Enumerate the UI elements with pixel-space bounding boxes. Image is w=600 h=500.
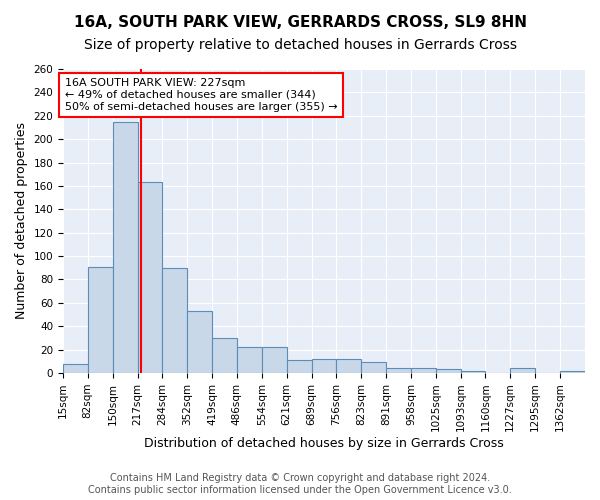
Y-axis label: Number of detached properties: Number of detached properties	[15, 122, 28, 320]
Bar	[386, 368, 411, 373]
Bar	[411, 368, 436, 373]
Bar	[63, 364, 88, 373]
Bar	[113, 122, 137, 373]
Bar	[262, 348, 287, 373]
Bar	[88, 266, 113, 373]
Bar	[337, 359, 361, 373]
Bar	[237, 348, 262, 373]
Bar	[311, 359, 337, 373]
Bar	[436, 370, 461, 373]
Bar	[461, 370, 485, 373]
Bar	[212, 338, 237, 373]
Bar	[510, 368, 535, 373]
Text: 16A SOUTH PARK VIEW: 227sqm
← 49% of detached houses are smaller (344)
50% of se: 16A SOUTH PARK VIEW: 227sqm ← 49% of det…	[65, 78, 337, 112]
Bar	[137, 182, 162, 373]
Bar	[162, 268, 187, 373]
X-axis label: Distribution of detached houses by size in Gerrards Cross: Distribution of detached houses by size …	[144, 437, 504, 450]
Text: Size of property relative to detached houses in Gerrards Cross: Size of property relative to detached ho…	[83, 38, 517, 52]
Bar	[361, 362, 386, 373]
Text: Contains HM Land Registry data © Crown copyright and database right 2024.
Contai: Contains HM Land Registry data © Crown c…	[88, 474, 512, 495]
Bar	[287, 360, 311, 373]
Bar	[560, 370, 585, 373]
Text: 16A, SOUTH PARK VIEW, GERRARDS CROSS, SL9 8HN: 16A, SOUTH PARK VIEW, GERRARDS CROSS, SL…	[74, 15, 527, 30]
Bar	[187, 311, 212, 373]
